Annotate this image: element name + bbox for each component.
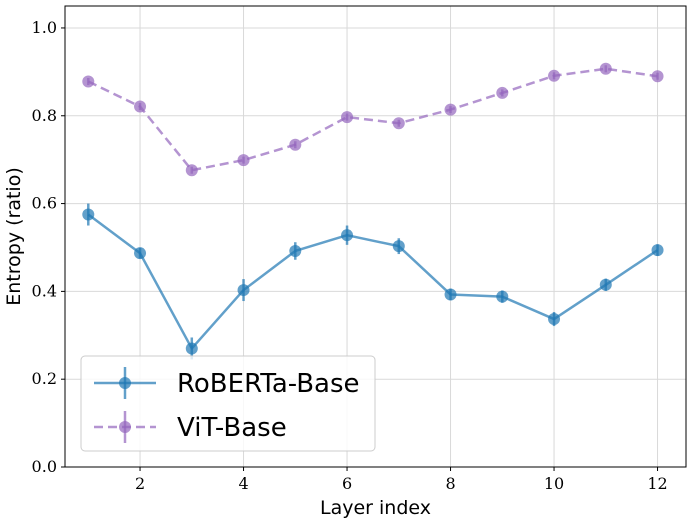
data-point: [82, 208, 95, 221]
data-point: [444, 103, 457, 116]
data-point: [444, 288, 457, 301]
legend-entry: ViT-Base: [94, 411, 287, 443]
x-tick-label: 10: [544, 474, 564, 493]
data-point: [185, 342, 198, 355]
data-point: [496, 290, 509, 303]
series-layer: [82, 62, 664, 360]
legend-label: ViT-Base: [177, 413, 287, 443]
legend-entry: RoBERTa-Base: [94, 367, 360, 399]
data-point: [548, 69, 561, 82]
tick-layer: 2 4 6 8 10 12 0.0 0.2 0.4 0.6 0.8 1.0: [32, 18, 668, 493]
data-point: [289, 138, 302, 151]
legend-label: RoBERTa-Base: [177, 369, 360, 399]
y-tick-label: 1.0: [32, 18, 57, 37]
series-line: [87, 213, 659, 350]
data-point: [341, 229, 354, 242]
x-tick-label: 2: [135, 474, 145, 493]
legend-entries: RoBERTa-Base ViT-Base: [94, 367, 360, 443]
data-point: [651, 244, 664, 257]
data-point: [185, 164, 198, 177]
data-point: [341, 111, 354, 124]
x-tick-label: 8: [445, 474, 455, 493]
legend: RoBERTa-Base ViT-Base: [80, 355, 376, 452]
data-point: [599, 278, 612, 291]
y-tick-label: 0.6: [32, 194, 57, 213]
data-point: [134, 100, 147, 113]
data-point: [237, 154, 250, 167]
data-point: [289, 244, 302, 257]
y-tick-label: 0.4: [32, 281, 57, 300]
legend-marker: [119, 421, 131, 433]
x-tick-label: 4: [238, 474, 248, 493]
y-tick-label: 0.8: [32, 106, 57, 125]
data-point: [651, 70, 664, 83]
data-point: [237, 284, 250, 297]
data-point: [548, 313, 561, 326]
x-axis-title: Layer index: [320, 497, 431, 519]
x-tick-label: 12: [647, 474, 667, 493]
x-tick-label: 6: [342, 474, 352, 493]
series-line: [87, 67, 658, 172]
data-point: [392, 117, 405, 130]
y-tick-label: 0.2: [32, 369, 57, 388]
y-tick-label: 0.0: [32, 457, 57, 476]
y-axis-title: Entropy (ratio): [3, 167, 25, 306]
data-point: [82, 75, 95, 88]
data-point: [496, 86, 509, 99]
plot-frame: [64, 5, 687, 468]
data-point: [134, 247, 147, 260]
series-roberta-base: [82, 203, 664, 360]
data-point: [392, 240, 405, 253]
data-point: [599, 62, 612, 75]
series-vit-base: [82, 62, 664, 177]
legend-marker: [119, 377, 131, 389]
